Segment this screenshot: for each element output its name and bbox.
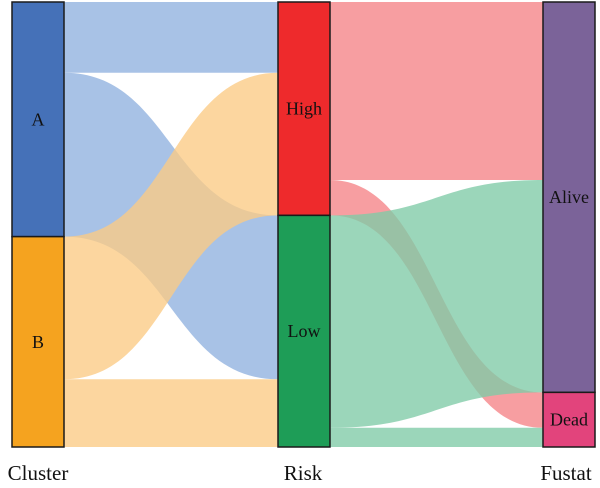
node-label-low: Low bbox=[288, 321, 321, 341]
link-b-to-low bbox=[64, 379, 278, 447]
node-label-high: High bbox=[286, 99, 322, 119]
sankey-links bbox=[64, 2, 543, 447]
node-label-alive: Alive bbox=[549, 187, 589, 207]
axis-label-risk: Risk bbox=[284, 461, 323, 485]
link-low-to-dead bbox=[330, 427, 543, 447]
node-label-a: A bbox=[32, 109, 45, 129]
axis-labels: Cluster Risk Fustat bbox=[8, 461, 592, 485]
link-b-to-high bbox=[64, 72, 278, 380]
node-low bbox=[277, 214, 331, 448]
link-low-to-alive bbox=[330, 180, 543, 428]
node-dead bbox=[542, 391, 596, 448]
node-b bbox=[11, 235, 65, 448]
node-high bbox=[277, 1, 331, 217]
link-high-to-alive bbox=[330, 2, 543, 180]
axis-label-cluster: Cluster bbox=[8, 461, 69, 485]
axis-label-fustat: Fustat bbox=[540, 461, 592, 485]
node-label-b: B bbox=[32, 332, 44, 352]
link-a-to-high bbox=[64, 2, 278, 73]
sankey-nodes: A B High Low Alive Dead bbox=[11, 1, 596, 448]
node-label-dead: Dead bbox=[550, 410, 588, 430]
node-a bbox=[11, 1, 65, 238]
